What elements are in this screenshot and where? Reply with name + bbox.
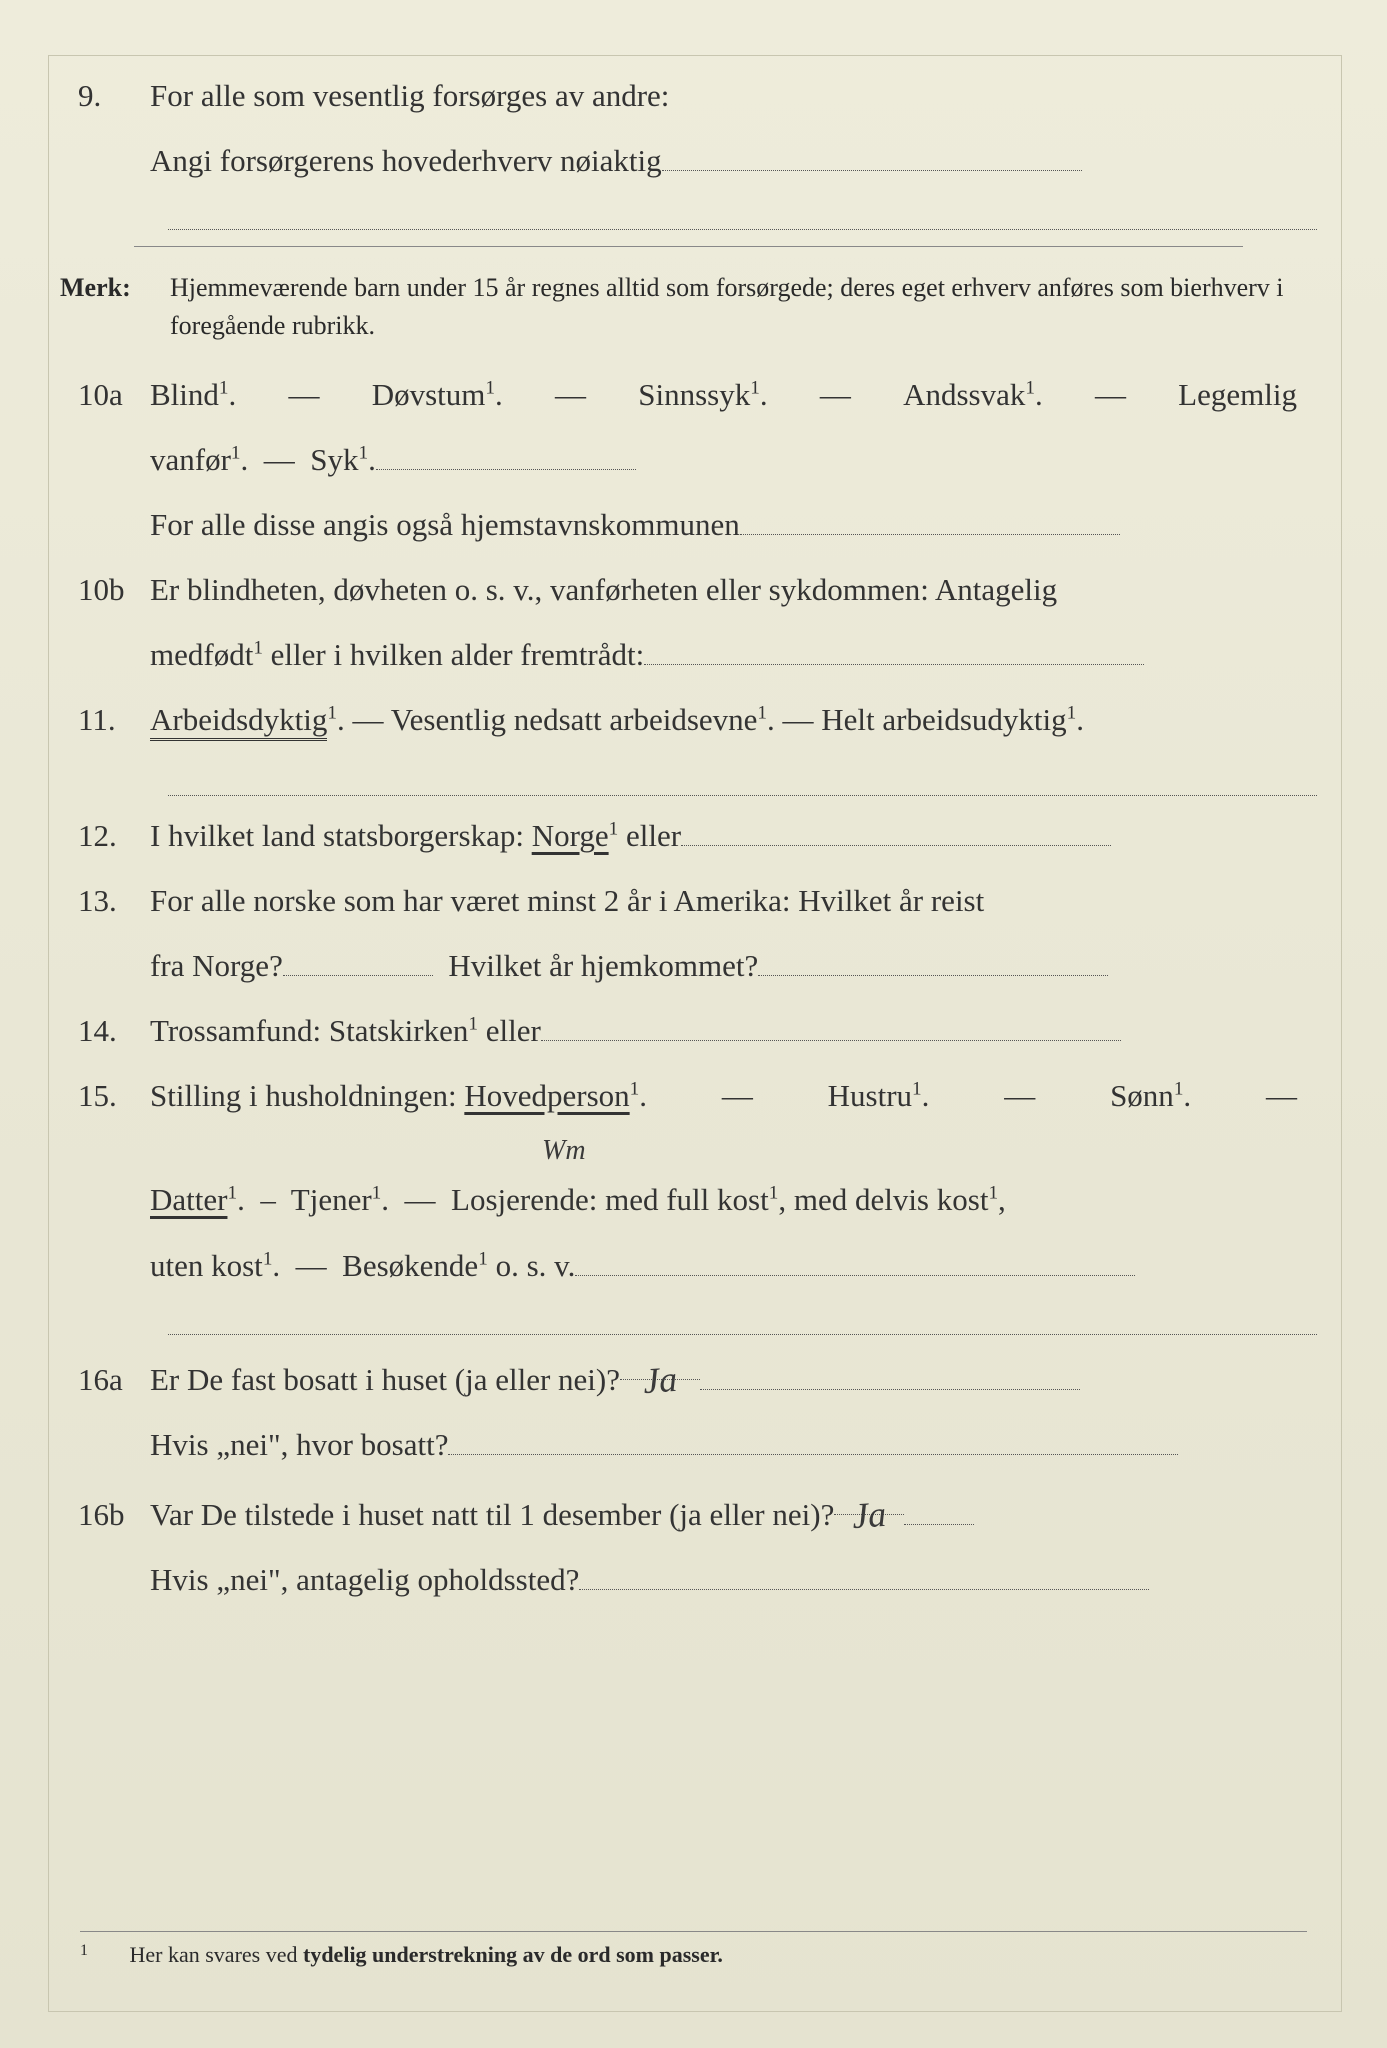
- census-form-page: 9. For alle som vesentlig forsørges av a…: [0, 0, 1387, 2048]
- q12-norge: Norge: [532, 818, 609, 853]
- separator-1: [134, 246, 1243, 247]
- q13-text1: For alle norske som har været minst 2 år…: [150, 875, 1317, 926]
- q11: 11. Arbeidsdyktig1. — Vesentlig nedsatt …: [60, 694, 1317, 745]
- merk-label: Merk:: [60, 269, 170, 307]
- q9-blank[interactable]: [662, 140, 1082, 171]
- q10a-number: 10a: [60, 369, 150, 420]
- q16b-blank[interactable]: [579, 1559, 1149, 1590]
- q10a-blank2[interactable]: [740, 504, 1120, 535]
- q11-number: 11.: [60, 694, 150, 745]
- q16b-line1: 16b Var De tilstede i huset natt til 1 d…: [60, 1484, 1317, 1540]
- footnote-text-b: tydelig understrekning av de ord som pas…: [303, 1942, 723, 1967]
- merk-row: Merk: Hjemmeværende barn under 15 år reg…: [60, 269, 1317, 344]
- q12-blank[interactable]: [681, 815, 1111, 846]
- q10a-line1: 10a Blind1. — Døvstum1. — Sinnssyk1. — A…: [60, 369, 1317, 420]
- q10a-line3: For alle disse angis også hjemstavnskomm…: [60, 499, 1317, 550]
- q15-line3: uten kost1. — Besøkende1 o. s. v.: [60, 1240, 1317, 1291]
- q10b-blank[interactable]: [644, 634, 1144, 665]
- q9-text2: Angi forsørgerens hovederhverv nøiaktig: [150, 143, 662, 178]
- q16a-number: 16a: [60, 1354, 150, 1405]
- q16a-answer-blank[interactable]: Ja: [620, 1349, 700, 1380]
- q16b-answer: Ja: [850, 1485, 888, 1547]
- q9-line2: Angi forsørgerens hovederhverv nøiaktig: [60, 135, 1317, 186]
- q9-text1: For alle som vesentlig forsørges av andr…: [150, 70, 1317, 121]
- q15-line1: 15. Stilling i husholdningen: Hovedperso…: [60, 1070, 1317, 1121]
- q16b-answer-blank[interactable]: Ja: [834, 1484, 904, 1515]
- q16a-line1: 16a Er De fast bosatt i huset (ja eller …: [60, 1349, 1317, 1405]
- q10b-number: 10b: [60, 564, 150, 615]
- q15-blank[interactable]: [575, 1245, 1135, 1276]
- q16b-number: 16b: [60, 1489, 150, 1540]
- footnote: 1 Her kan svares ved tydelig understrekn…: [80, 1931, 1307, 1968]
- q14-blank[interactable]: [541, 1010, 1121, 1041]
- q15-hand: Wm: [60, 1123, 1317, 1174]
- q11-arbeidsdyktig: Arbeidsdyktig: [150, 702, 327, 741]
- q9-number: 9.: [60, 70, 150, 121]
- q9-line1: 9. For alle som vesentlig forsørges av a…: [60, 70, 1317, 121]
- q9-blank-full[interactable]: [168, 200, 1317, 230]
- q10b-line1: 10b Er blindheten, døvheten o. s. v., va…: [60, 564, 1317, 615]
- q10b-line2: medfødt1 eller i hvilken alder fremtrådt…: [60, 629, 1317, 680]
- q16a-answer: Ja: [641, 1350, 679, 1412]
- q16a-line2: Hvis „nei", hvor bosatt?: [60, 1419, 1317, 1470]
- q14-number: 14.: [60, 1005, 150, 1056]
- q14: 14. Trossamfund: Statskirken1 eller: [60, 1005, 1317, 1056]
- footnote-number: 1: [80, 1942, 124, 1960]
- q10a-blank[interactable]: [376, 439, 636, 470]
- q15-line2: Datter1. – Tjener1. — Losjerende: med fu…: [60, 1174, 1317, 1225]
- q11-blank[interactable]: [168, 766, 1317, 796]
- q13-line1: 13. For alle norske som har været minst …: [60, 875, 1317, 926]
- q16b-line2: Hvis „nei", antagelig opholdssted?: [60, 1554, 1317, 1605]
- q13-blank2[interactable]: [758, 945, 1108, 976]
- q16a-blank[interactable]: [448, 1424, 1178, 1455]
- q10a-line2: vanfør1. — Syk1.: [60, 434, 1317, 485]
- footnote-text-a: Her kan svares ved: [130, 1942, 304, 1967]
- q15-handwriting: Wm: [542, 1135, 586, 1166]
- q13-number: 13.: [60, 875, 150, 926]
- merk-text: Hjemmeværende barn under 15 år regnes al…: [170, 269, 1317, 344]
- q13-blank1[interactable]: [283, 945, 433, 976]
- q13-line2: fra Norge? Hvilket år hjemkommet?: [60, 940, 1317, 991]
- q15-number: 15.: [60, 1070, 150, 1121]
- q12: 12. I hvilket land statsborgerskap: Norg…: [60, 810, 1317, 861]
- q15-blank-full[interactable]: [168, 1305, 1317, 1335]
- q10b-text1: Er blindheten, døvheten o. s. v., vanfør…: [150, 564, 1317, 615]
- q12-number: 12.: [60, 810, 150, 861]
